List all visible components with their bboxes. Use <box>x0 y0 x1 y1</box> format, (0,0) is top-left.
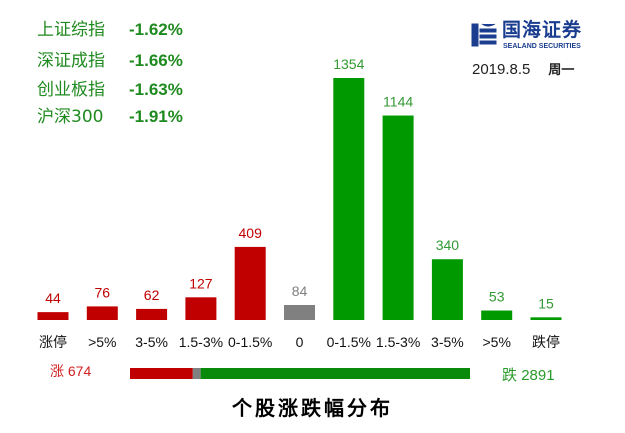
date-line: 2019.8.5 周一 <box>472 61 574 79</box>
down-count: 2891 <box>521 367 555 384</box>
bar-8 <box>431 259 463 320</box>
bar-6 <box>333 78 365 320</box>
bar-9 <box>481 310 513 320</box>
category-label: 3-5% <box>135 334 168 350</box>
category-label: 跌停 <box>532 334 560 350</box>
summary-bar-down <box>200 368 470 379</box>
index-change: -1.62% <box>129 20 183 39</box>
bar-4 <box>234 246 266 320</box>
bar-value-label: 127 <box>189 275 213 291</box>
category-label: 1.5-3% <box>376 334 420 350</box>
index-name: 上证综指 <box>37 20 105 40</box>
bar-value-label: 409 <box>239 225 263 241</box>
up-count: 674 <box>67 363 92 379</box>
logo-en: SEALAND SECURITIES <box>503 43 581 50</box>
bar-2 <box>136 308 168 320</box>
index-row-sz: 深证成指 -1.66% <box>37 51 183 71</box>
bar-3 <box>185 297 217 320</box>
index-name: 创业板指 <box>37 80 105 100</box>
category-label: 0-1.5% <box>327 334 371 350</box>
index-name: 深证成指 <box>37 51 105 71</box>
bar-value-label: 1144 <box>383 94 413 110</box>
bar-value-label: 53 <box>489 289 505 305</box>
index-row-sh: 上证综指 -1.62% <box>37 20 183 40</box>
bar-1 <box>86 306 118 320</box>
bar-10 <box>530 317 562 320</box>
bar-value-label: 84 <box>292 283 308 299</box>
down-label: 跌 <box>502 367 518 384</box>
bar-5 <box>284 304 315 320</box>
chart-title: 个股涨跌幅分布 <box>232 396 393 420</box>
logo-cn: 国海证券 <box>502 19 583 41</box>
bar-value-label: 15 <box>538 295 554 311</box>
bar-value-label: 340 <box>436 237 460 253</box>
category-label: 0-1.5% <box>228 334 272 350</box>
summary-bar-flat <box>192 368 201 379</box>
date: 2019.8.5 <box>472 61 531 78</box>
bar-7 <box>382 115 414 320</box>
category-label: >5% <box>88 334 116 350</box>
bar-value-label: 62 <box>144 287 160 303</box>
bar-value-label: 76 <box>95 284 111 300</box>
summary-up: 涨 674 <box>50 363 91 380</box>
summary-down: 跌 2891 <box>502 367 555 385</box>
bar-value-label: 1354 <box>333 56 364 72</box>
index-change: -1.66% <box>129 51 183 70</box>
logo-wave-icon <box>471 23 497 47</box>
weekday: 周一 <box>548 62 575 77</box>
category-label: 0 <box>296 334 304 350</box>
index-row-hs300: 沪深300 -1.91% <box>37 107 183 127</box>
summary-bar-up <box>130 368 193 379</box>
index-change: -1.63% <box>129 80 183 99</box>
bar-0 <box>37 312 69 320</box>
index-name: 沪深300 <box>37 107 104 127</box>
category-label: 3-5% <box>431 334 464 350</box>
index-row-cyb: 创业板指 -1.63% <box>37 80 183 100</box>
category-label: 1.5-3% <box>179 334 223 350</box>
bar-value-label: 44 <box>45 290 61 306</box>
category-label: 涨停 <box>39 334 67 350</box>
category-label: >5% <box>482 334 510 350</box>
up-label: 涨 <box>50 363 64 379</box>
index-change: -1.91% <box>129 107 183 126</box>
